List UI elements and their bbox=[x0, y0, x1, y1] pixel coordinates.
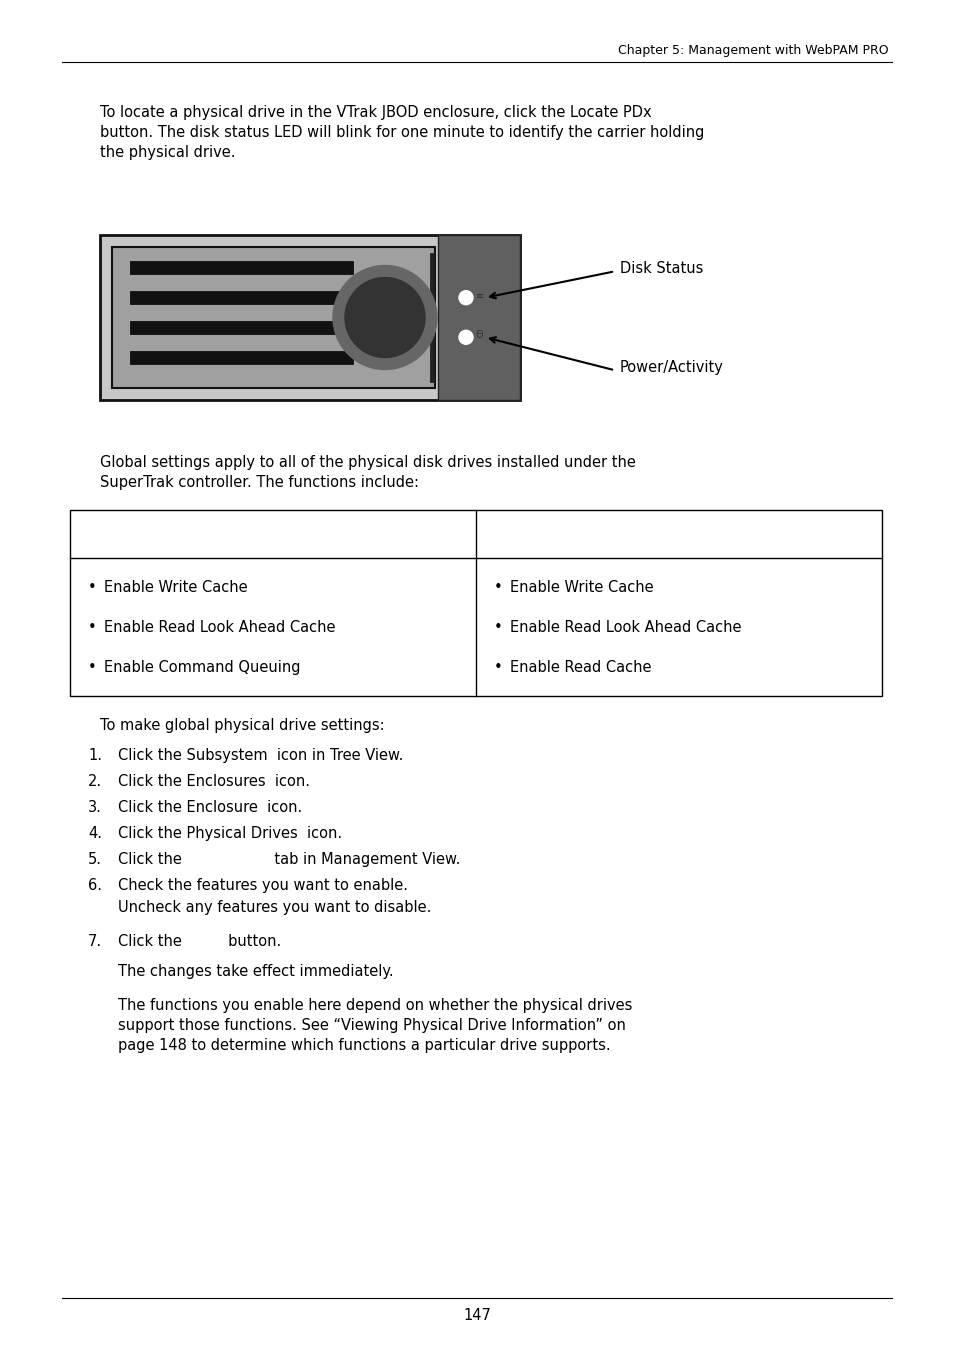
Bar bbox=[112, 247, 435, 388]
Text: To make global physical drive settings:: To make global physical drive settings: bbox=[100, 718, 384, 733]
Text: Click the Enclosures  icon.: Click the Enclosures icon. bbox=[118, 773, 310, 790]
Text: 6.: 6. bbox=[88, 877, 102, 894]
Circle shape bbox=[458, 291, 473, 304]
Text: 3.: 3. bbox=[88, 800, 102, 815]
Text: To locate a physical drive in the VTrak JBOD enclosure, click the Locate PDx: To locate a physical drive in the VTrak … bbox=[100, 105, 651, 120]
Text: SuperTrak controller. The functions include:: SuperTrak controller. The functions incl… bbox=[100, 475, 418, 489]
Text: Power/Activity: Power/Activity bbox=[619, 360, 723, 375]
Bar bbox=[130, 261, 353, 274]
Text: support those functions. See “Viewing Physical Drive Information” on: support those functions. See “Viewing Ph… bbox=[118, 1018, 625, 1033]
Text: Uncheck any features you want to disable.: Uncheck any features you want to disable… bbox=[118, 900, 431, 915]
Text: •: • bbox=[494, 660, 502, 675]
Bar bbox=[100, 235, 519, 400]
Text: Enable Read Look Ahead Cache: Enable Read Look Ahead Cache bbox=[104, 621, 335, 635]
Bar bbox=[70, 510, 882, 696]
Text: Disk Status: Disk Status bbox=[619, 261, 702, 276]
Text: Click the                    tab in Management View.: Click the tab in Management View. bbox=[118, 852, 460, 867]
Text: •: • bbox=[88, 621, 96, 635]
Text: Enable Write Cache: Enable Write Cache bbox=[510, 580, 653, 595]
Text: 5.: 5. bbox=[88, 852, 102, 867]
Text: Click the          button.: Click the button. bbox=[118, 934, 281, 949]
Text: the physical drive.: the physical drive. bbox=[100, 145, 235, 160]
Bar bbox=[130, 320, 353, 334]
Text: 147: 147 bbox=[462, 1307, 491, 1324]
Text: Check the features you want to enable.: Check the features you want to enable. bbox=[118, 877, 408, 894]
Text: The functions you enable here depend on whether the physical drives: The functions you enable here depend on … bbox=[118, 998, 632, 1013]
Text: Click the Physical Drives  icon.: Click the Physical Drives icon. bbox=[118, 826, 342, 841]
Text: 1.: 1. bbox=[88, 748, 102, 763]
Text: •: • bbox=[494, 580, 502, 595]
Bar bbox=[130, 352, 353, 364]
Text: Global settings apply to all of the physical disk drives installed under the: Global settings apply to all of the phys… bbox=[100, 456, 636, 470]
Text: button. The disk status LED will blink for one minute to identify the carrier ho: button. The disk status LED will blink f… bbox=[100, 124, 703, 141]
Text: page 148 to determine which functions a particular drive supports.: page 148 to determine which functions a … bbox=[118, 1038, 610, 1053]
Text: 4.: 4. bbox=[88, 826, 102, 841]
Text: •: • bbox=[494, 621, 502, 635]
Text: Click the Enclosure  icon.: Click the Enclosure icon. bbox=[118, 800, 302, 815]
Text: 2.: 2. bbox=[88, 773, 102, 790]
Text: 7.: 7. bbox=[88, 934, 102, 949]
Bar bbox=[130, 291, 353, 304]
Text: •: • bbox=[88, 660, 96, 675]
Text: Enable Read Look Ahead Cache: Enable Read Look Ahead Cache bbox=[510, 621, 740, 635]
Text: Enable Command Queuing: Enable Command Queuing bbox=[104, 660, 300, 675]
Text: Click the Subsystem  icon in Tree View.: Click the Subsystem icon in Tree View. bbox=[118, 748, 403, 763]
Circle shape bbox=[333, 265, 436, 369]
Circle shape bbox=[458, 330, 473, 345]
Text: Enable Write Cache: Enable Write Cache bbox=[104, 580, 248, 595]
Text: •: • bbox=[88, 580, 96, 595]
Text: ≡: ≡ bbox=[476, 291, 483, 300]
Bar bbox=[437, 235, 519, 400]
Text: Chapter 5: Management with WebPAM PRO: Chapter 5: Management with WebPAM PRO bbox=[618, 45, 888, 57]
Circle shape bbox=[345, 277, 424, 357]
Text: Enable Read Cache: Enable Read Cache bbox=[510, 660, 651, 675]
Text: Θ: Θ bbox=[476, 330, 483, 341]
Text: The changes take effect immediately.: The changes take effect immediately. bbox=[118, 964, 394, 979]
